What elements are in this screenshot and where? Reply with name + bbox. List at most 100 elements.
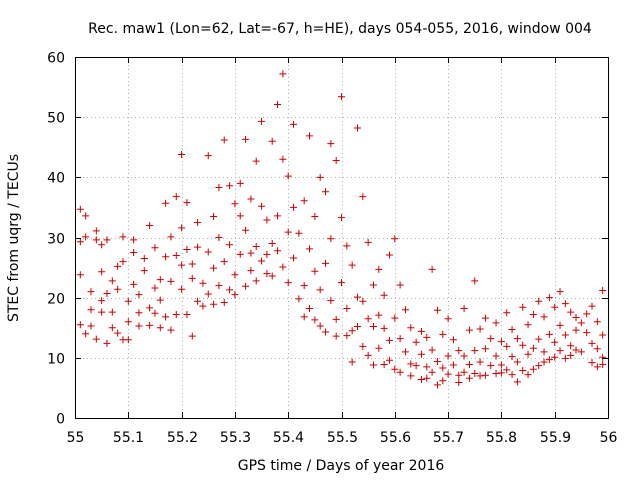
- data-point: [316, 322, 324, 330]
- data-point: [178, 261, 186, 269]
- y-tick-label: 20: [47, 292, 65, 308]
- data-point: [300, 313, 308, 321]
- data-point: [465, 374, 473, 382]
- data-point: [268, 272, 276, 280]
- data-point: [156, 296, 164, 304]
- data-point: [369, 361, 377, 369]
- data-point: [417, 375, 425, 383]
- data-point: [210, 212, 218, 220]
- axis-ticks: [75, 57, 609, 419]
- x-tick-label: 55.4: [273, 430, 304, 446]
- data-point: [508, 326, 516, 334]
- data-point: [210, 300, 218, 308]
- data-point: [183, 199, 191, 207]
- data-point: [508, 353, 516, 361]
- data-point: [263, 216, 271, 224]
- data-point: [561, 300, 569, 308]
- data-point: [588, 339, 596, 347]
- y-tick-labels: 0 10 20 30 40 50 60: [47, 51, 65, 428]
- data-point: [535, 362, 543, 370]
- data-point: [343, 332, 351, 340]
- y-tick-label: 60: [47, 51, 65, 67]
- data-point: [199, 279, 207, 287]
- data-point: [231, 200, 239, 208]
- data-point: [455, 347, 463, 355]
- data-point: [348, 358, 356, 366]
- data-point: [439, 377, 447, 385]
- data-point: [188, 332, 196, 340]
- data-point: [577, 348, 585, 356]
- data-point: [103, 289, 111, 297]
- x-tick-label: 55.2: [167, 430, 198, 446]
- data-point: [412, 362, 420, 370]
- x-tick-label: 55.5: [327, 430, 358, 446]
- data-point: [167, 326, 175, 334]
- data-point: [199, 302, 207, 310]
- data-point: [247, 267, 255, 275]
- x-tick-labels: 55 55.1 55.2 55.3 55.4 55.5 55.6 55.7 55.8 55.9 56: [67, 430, 618, 446]
- data-point: [338, 214, 345, 222]
- data-point: [268, 240, 276, 248]
- data-point: [226, 286, 234, 294]
- data-point: [540, 313, 548, 321]
- data-point: [599, 286, 607, 294]
- x-tick-label: 56: [600, 430, 618, 446]
- data-point: [369, 281, 377, 289]
- data-point: [258, 257, 266, 265]
- data-point: [545, 330, 553, 338]
- data-point: [236, 179, 244, 187]
- data-point: [433, 306, 441, 314]
- data-point: [588, 302, 596, 310]
- data-point: [263, 270, 271, 278]
- data-point: [465, 360, 473, 368]
- data-point: [220, 136, 228, 144]
- data-point: [215, 234, 223, 241]
- data-point: [545, 294, 553, 302]
- data-point: [391, 235, 399, 243]
- data-point: [551, 353, 559, 361]
- data-point: [130, 236, 138, 244]
- data-point: [140, 255, 148, 263]
- data-point: [396, 335, 404, 343]
- data-point: [465, 326, 473, 334]
- data-point: [226, 241, 234, 249]
- data-point: [497, 338, 505, 346]
- x-tick-label: 55.7: [433, 430, 464, 446]
- data-point: [172, 193, 180, 201]
- data-point: [290, 203, 298, 211]
- data-point: [274, 247, 282, 255]
- data-point: [449, 336, 457, 344]
- data-point: [124, 297, 132, 305]
- data-point: [359, 342, 367, 350]
- data-point: [561, 331, 569, 339]
- data-point: [380, 324, 388, 332]
- data-point: [332, 315, 340, 323]
- data-point: [327, 235, 335, 243]
- data-point: [135, 322, 143, 330]
- data-point: [231, 291, 239, 299]
- data-point: [76, 238, 84, 246]
- data-point: [524, 321, 532, 329]
- data-point: [284, 279, 292, 287]
- data-point: [311, 267, 319, 275]
- data-point: [76, 321, 84, 329]
- data-point: [130, 280, 138, 288]
- data-point: [290, 254, 298, 262]
- data-point: [183, 246, 191, 254]
- data-point: [529, 365, 537, 373]
- x-tick-label: 55.1: [113, 430, 144, 446]
- data-point: [242, 282, 250, 290]
- data-point: [551, 338, 559, 346]
- x-tick-label: 55.8: [486, 430, 517, 446]
- data-point: [391, 365, 399, 373]
- data-point: [247, 249, 255, 257]
- data-point: [433, 381, 441, 389]
- data-point: [556, 347, 564, 355]
- data-point: [119, 233, 127, 241]
- data-point: [306, 245, 314, 253]
- chart-title: Rec. maw1 (Lon=62, Lat=-67, h=HE), days …: [88, 21, 592, 37]
- data-point: [151, 244, 159, 252]
- data-point: [599, 353, 607, 361]
- y-tick-label: 10: [47, 352, 65, 368]
- data-point: [524, 350, 532, 358]
